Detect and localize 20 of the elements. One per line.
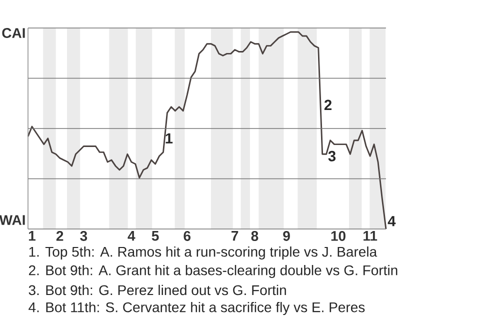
annotation: 3 bbox=[328, 150, 336, 162]
text: 3. Bot 9th: G. Perez lined out vs G. Fortin bbox=[28, 284, 286, 296]
text: 2. Bot 9th: A. Grant hit a bases-clearing double vs G. Fortin bbox=[28, 264, 398, 278]
x-tick-label: 8 bbox=[251, 231, 258, 241]
x-tick-label: 10 bbox=[331, 231, 346, 241]
x-tick-label: 7 bbox=[232, 231, 238, 241]
text: CAI bbox=[2, 28, 25, 38]
text: 4 bbox=[388, 216, 396, 226]
text: 1. Top 5th: A. Ramos hit a run-scoring triple vs J. Barela bbox=[29, 246, 378, 260]
x-tick-label: 2 bbox=[56, 231, 64, 241]
x-tick-label: 6 bbox=[184, 231, 190, 241]
annotation: 1 bbox=[166, 133, 173, 144]
x-tick-label: 1 bbox=[28, 231, 36, 241]
text: 4. Bot 11th: S. Cervantez hit a sacrifice fly vs E. Peres bbox=[28, 302, 365, 316]
x-tick-label: 3 bbox=[80, 231, 88, 241]
x-tick-label: 11 bbox=[364, 231, 378, 241]
x-tick-label: 5 bbox=[152, 231, 159, 241]
x-tick-label: 4 bbox=[128, 231, 136, 241]
x-tick-label: 9 bbox=[283, 231, 290, 241]
annotation: 2 bbox=[324, 100, 332, 110]
